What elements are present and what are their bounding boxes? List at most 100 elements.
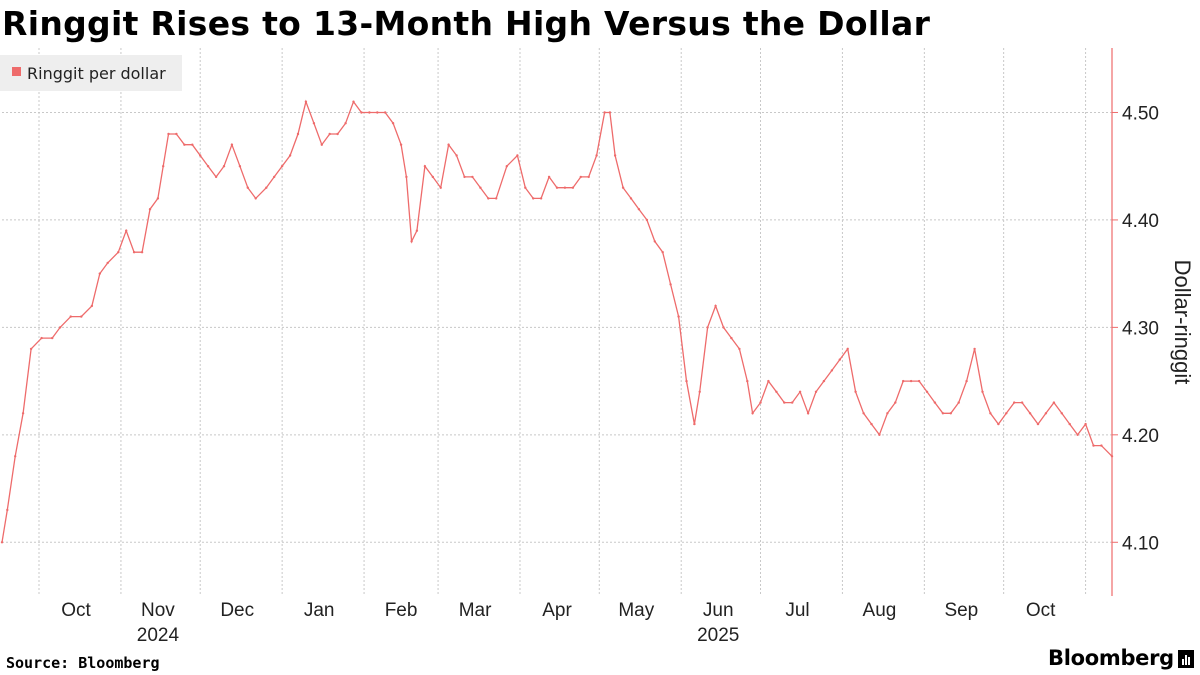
- data-point: [1092, 444, 1095, 447]
- data-point: [1020, 401, 1024, 404]
- data-point: [455, 154, 458, 157]
- data-point: [304, 100, 308, 103]
- data-point: [106, 261, 109, 265]
- data-point: [125, 229, 128, 232]
- data-point: [783, 401, 786, 404]
- x-tick-label: Aug: [863, 600, 897, 621]
- x-tick-label: Dec: [220, 600, 254, 621]
- data-point: [405, 175, 408, 179]
- data-point: [439, 186, 442, 189]
- data-point: [886, 412, 889, 415]
- data-point: [265, 186, 268, 189]
- data-point: [854, 390, 857, 393]
- data-point: [989, 412, 992, 415]
- data-point: [246, 186, 249, 189]
- data-point: [838, 358, 841, 361]
- x-tick-label: Mar: [459, 600, 492, 621]
- data-point: [917, 379, 921, 383]
- data-point: [191, 143, 194, 146]
- gridlines: [2, 48, 1112, 596]
- data-point: [51, 336, 54, 340]
- x-tick-label: Sep: [944, 600, 978, 621]
- ringgit-series-line: [1, 99, 1113, 543]
- data-point: [981, 390, 984, 393]
- x-tick-label: Oct: [1026, 600, 1056, 621]
- bar-chart-icon: [1178, 650, 1194, 668]
- y-tick-label: 4.30: [1122, 318, 1159, 339]
- data-point: [524, 186, 527, 189]
- data-point: [685, 379, 688, 383]
- data-point: [698, 390, 701, 393]
- data-point: [214, 175, 218, 179]
- data-point: [368, 111, 371, 114]
- data-point: [6, 508, 9, 512]
- data-point: [878, 433, 881, 436]
- data-point: [637, 208, 641, 211]
- data-point: [902, 379, 905, 383]
- data-point: [1060, 412, 1064, 415]
- axes: 4.10 4.20 4.30 4.40 4.50 Oct Nov Dec Jan Feb Mar Ap…: [61, 48, 1195, 646]
- data-point: [775, 390, 778, 393]
- data-point: [629, 197, 633, 200]
- data-point: [140, 251, 144, 254]
- data-point: [1028, 412, 1032, 415]
- data-point: [471, 175, 474, 179]
- x-tick-label: Apr: [542, 600, 572, 621]
- data-point: [1005, 412, 1008, 415]
- data-point: [1084, 422, 1087, 426]
- y-tick-label: 4.40: [1122, 211, 1159, 232]
- data-point: [645, 218, 649, 222]
- data-point: [288, 154, 292, 157]
- data-point: [587, 175, 590, 179]
- data-point: [148, 208, 152, 211]
- y-tick-label: 4.20: [1122, 426, 1159, 447]
- data-point: [661, 251, 664, 254]
- data-point: [156, 197, 160, 200]
- data-point: [746, 379, 749, 383]
- legend-label: Ringgit per dollar: [27, 64, 166, 83]
- x-year-label: 2024: [137, 625, 180, 646]
- data-point: [183, 143, 186, 146]
- data-point: [555, 186, 559, 189]
- data-point: [949, 412, 952, 415]
- data-point: [1068, 422, 1071, 426]
- data-point: [1100, 444, 1103, 447]
- data-point: [846, 347, 849, 351]
- data-point: [0, 541, 4, 544]
- data-point: [423, 165, 427, 168]
- data-point: [613, 154, 617, 157]
- data-point: [738, 347, 741, 351]
- x-tick-label: Oct: [61, 600, 91, 621]
- data-point: [336, 132, 339, 136]
- data-point: [653, 240, 656, 243]
- data-point: [909, 379, 913, 383]
- data-point: [791, 401, 794, 404]
- x-tick-label: Feb: [385, 600, 418, 621]
- data-point: [894, 401, 897, 404]
- data-point: [254, 197, 257, 200]
- data-point: [806, 412, 810, 415]
- data-point: [862, 412, 865, 415]
- data-point: [206, 165, 210, 168]
- data-point: [1052, 401, 1056, 404]
- data-point: [798, 390, 802, 393]
- data-point: [608, 111, 612, 114]
- data-point: [563, 186, 567, 189]
- data-point: [280, 165, 284, 168]
- data-point: [463, 175, 466, 179]
- data-point: [997, 422, 1000, 426]
- chart-title: Ringgit Rises to 13-Month High Versus th…: [2, 4, 931, 43]
- data-point: [238, 165, 242, 168]
- data-point: [40, 336, 43, 340]
- data-point: [360, 111, 363, 114]
- data-point: [621, 186, 625, 189]
- data-point: [830, 369, 834, 372]
- y-axis-title: Dollar-ringgit: [1170, 260, 1195, 385]
- data-point: [29, 347, 33, 351]
- data-point: [1013, 401, 1016, 404]
- data-point: [571, 186, 575, 189]
- data-point: [132, 251, 136, 254]
- data-point: [80, 315, 83, 318]
- data-point: [328, 132, 331, 136]
- series-line: [0, 99, 1114, 544]
